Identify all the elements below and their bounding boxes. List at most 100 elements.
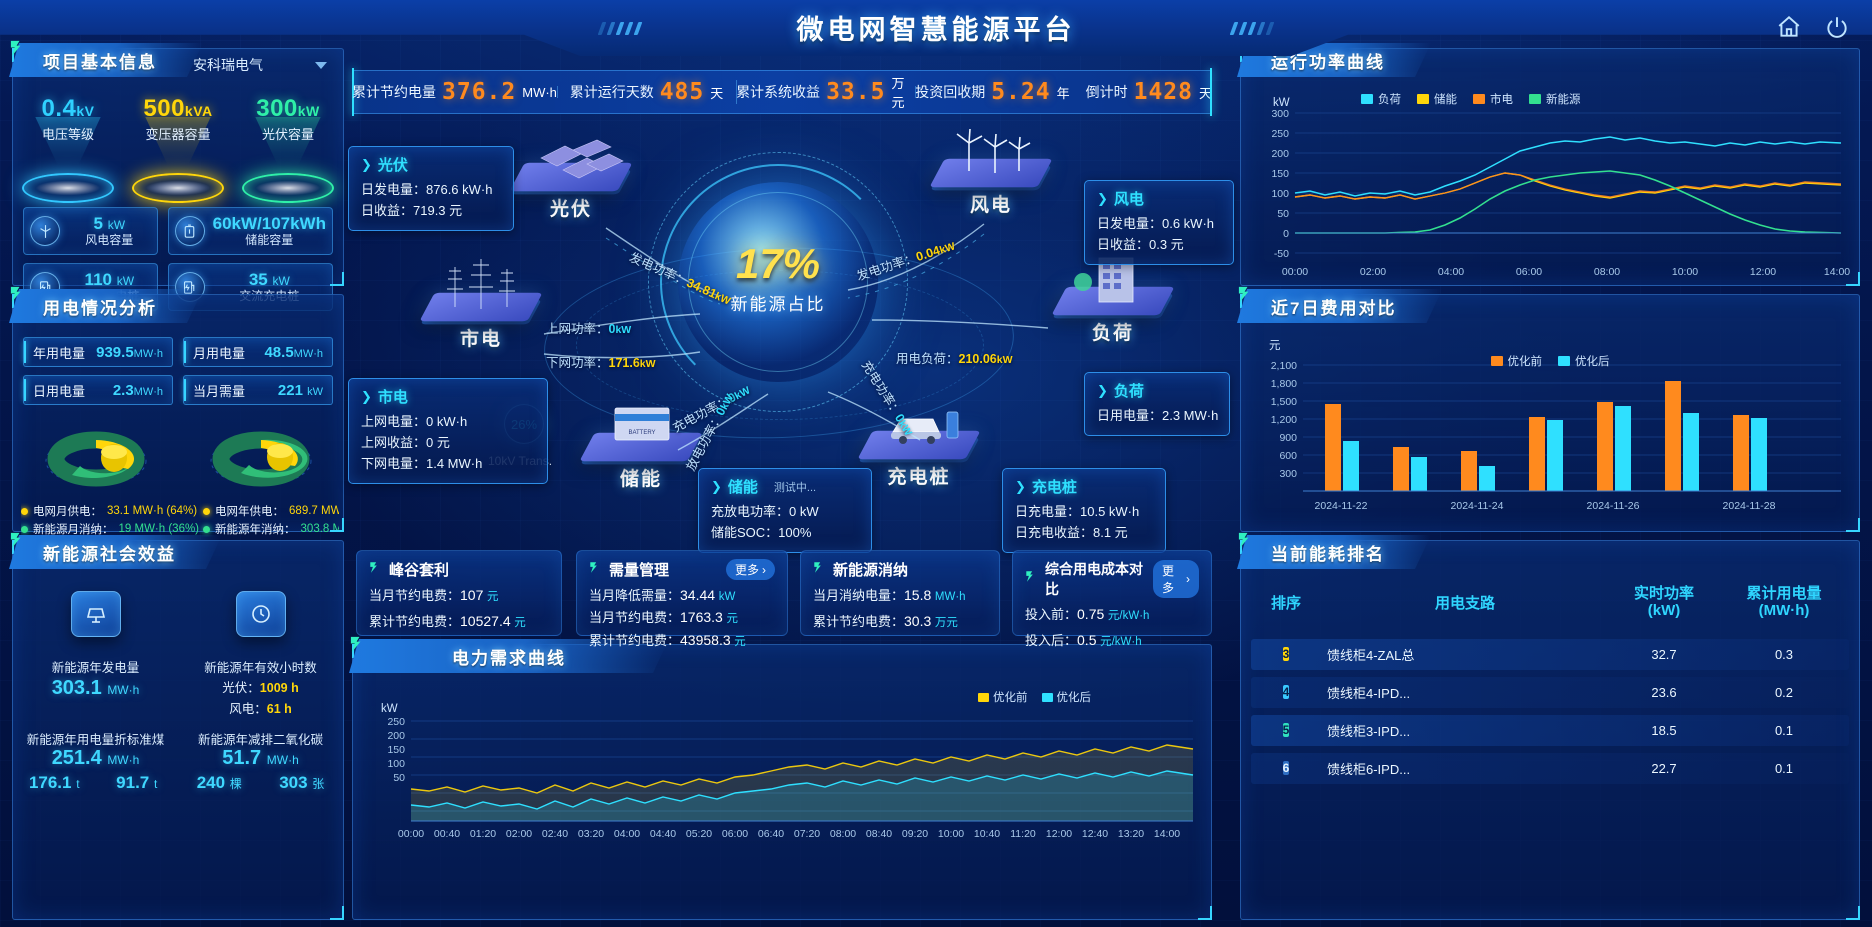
statcard-unit: MW·h: [934, 591, 966, 603]
infobox-grid: ❯ 市电 上网电量：0 kW·h 上网收益：0 元 下网电量：1.4 MW·h: [348, 378, 548, 485]
kpi-unit: 万元: [891, 76, 905, 110]
capacity-unit: kV: [76, 103, 95, 119]
statcard-key: 累计节约电费：: [369, 614, 461, 630]
rank-power: 18.5: [1651, 723, 1677, 738]
rank-col-power: 实时功率 (kW): [1633, 585, 1694, 620]
more-button[interactable]: 更多 ›: [725, 559, 775, 580]
org-selector[interactable]: 安科瑞电气: [183, 51, 333, 79]
svg-text:2,100: 2,100: [1271, 360, 1297, 372]
svg-text:14:00: 14:00: [1154, 828, 1180, 840]
legend-swatch: [978, 692, 989, 702]
more-label: 更多: [1162, 564, 1175, 595]
infobox-row: 充放电功率：0 kW: [711, 504, 819, 519]
statcard-key: 投入前：: [1025, 607, 1078, 622]
minicard-unit: kW: [116, 274, 135, 289]
svg-text:07:20: 07:20: [794, 828, 820, 840]
svg-text:250: 250: [1271, 128, 1289, 140]
svg-text:04:00: 04:00: [614, 828, 640, 840]
flow-node-pv[interactable]: 光伏: [506, 138, 636, 221]
rank-branch-name: 馈线柜3-IPD...: [1327, 724, 1411, 739]
legend-item: 优化前: [978, 689, 1028, 705]
kpi-label: 投资回收期: [915, 84, 986, 100]
home-icon[interactable]: [1776, 14, 1802, 45]
usage-box-day: 日用电量 2.3MW·h: [23, 375, 173, 405]
social-pv-value: 1009 h: [259, 681, 299, 695]
svg-text:06:00: 06:00: [722, 828, 748, 840]
panel-flag-icon: [589, 561, 602, 579]
flow-node-label: 充电桩: [887, 467, 951, 488]
rank-energy: 0.1: [1774, 723, 1794, 738]
svg-text:300: 300: [1279, 468, 1297, 480]
capacity-label: 光伏容量: [261, 127, 314, 142]
flow-node-label: 风电: [969, 195, 1012, 216]
social-value: 251.4: [51, 747, 102, 769]
flow-node-charger[interactable]: 充电桩: [854, 406, 984, 489]
table-row[interactable]: 5 馈线柜3-IPD... 18.5 0.1: [1251, 715, 1849, 746]
svg-text:02:00: 02:00: [506, 828, 532, 840]
panel-power-curve: 运行功率曲线 负荷 储能 市电 新能源 kW 300 250 200 150 100 5…: [1240, 40, 1860, 286]
rank-energy: 0.2: [1774, 685, 1794, 700]
flow-label-export-power: 上网功率：0kW: [546, 318, 631, 337]
table-row[interactable]: 6 馈线柜6-IPD... 22.7 0.1: [1251, 753, 1849, 784]
infobox-row: 日收益：719.3 元: [361, 203, 463, 219]
statcard-key: 当月消纳电量：: [813, 588, 905, 603]
chevron-down-icon: [315, 61, 327, 69]
flow-node-grid[interactable]: 市电: [416, 259, 546, 351]
svg-text:200: 200: [1271, 148, 1289, 160]
legend-dot: [203, 507, 211, 515]
chevron-right-icon: ❯: [1097, 382, 1108, 398]
svg-text:600: 600: [1279, 450, 1297, 462]
svg-text:12:00: 12:00: [1750, 266, 1776, 278]
battery-icon: [174, 216, 205, 246]
usage-unit: MW·h: [133, 385, 163, 398]
infobox-title: 光伏: [377, 157, 408, 174]
minicard-value: 110: [84, 270, 112, 290]
flow-label-value: 210.06: [958, 352, 997, 366]
usage-unit: MW·h: [293, 347, 323, 360]
legend-value: 303.8 MW·h (31%): [300, 523, 339, 535]
demand-curve-chart: 250 200 150 100 50 00:00 00:40 01:20 02:00 02:…: [387, 716, 1194, 840]
flow-node-storage[interactable]: BATTERY 储能: [576, 407, 706, 491]
flow-node-load[interactable]: 负荷: [1048, 257, 1178, 345]
legend-label: 电网年供电：: [215, 506, 285, 518]
legend-swatch: [1361, 94, 1373, 104]
rank-energy: 0.3: [1774, 647, 1794, 662]
kpi-label: 累计运行天数: [569, 84, 654, 100]
statcard-value: 43958.3: [680, 631, 731, 648]
legend-label: 优化后: [1056, 692, 1092, 704]
statcard-value: 34.44: [680, 587, 716, 603]
infobox-pv: ❯ 光伏 日发电量：876.6 kW·h 日收益：719.3 元: [348, 146, 514, 232]
more-button[interactable]: 更多 ›: [1153, 560, 1199, 598]
renewable-percentage-label: 新能源占比: [730, 295, 826, 314]
power-icon[interactable]: [1824, 14, 1850, 45]
panel-title: 当前能耗排名: [1237, 535, 1431, 569]
flow-label-value: 171.6: [608, 356, 640, 370]
social-unit: t: [76, 777, 80, 791]
svg-text:2024-11-24: 2024-11-24: [1451, 500, 1504, 512]
social-label: 新能源年减排二氧化碳: [197, 733, 323, 747]
table-row[interactable]: 3 馈线柜4-ZAL总 32.7 0.3: [1251, 639, 1849, 670]
statcard-demand-management: 需量管理 更多 › 当月降低需量：34.44 kW 当月节约电费：1763.3 元…: [576, 550, 788, 648]
social-unit: t: [153, 777, 158, 791]
svg-text:2024-11-28: 2024-11-28: [1723, 500, 1776, 512]
flow-node-wind[interactable]: 风电: [926, 128, 1056, 217]
statcard-value: 1763.3: [680, 609, 723, 626]
rank-col-branch: 用电支路: [1434, 594, 1495, 612]
legend-label: 优化前: [993, 692, 1028, 704]
panel-social-benefit: 新能源社会效益 新能源年发电量 新能源年有效小时数 303.1 MW·h 光伏：…: [12, 532, 344, 920]
svg-text:10:40: 10:40: [974, 828, 1000, 840]
solar-panel-icon: [70, 591, 121, 637]
capacity-voltage: 0.4kV 电压等级: [13, 95, 123, 205]
svg-text:200: 200: [387, 730, 405, 742]
svg-text:2024-11-26: 2024-11-26: [1587, 500, 1640, 512]
svg-text:05:20: 05:20: [686, 828, 712, 840]
table-row[interactable]: 4 馈线柜4-IPD... 23.6 0.2: [1251, 677, 1849, 708]
rank-badge: 5: [1282, 723, 1290, 737]
legend-item: 市电: [1473, 91, 1513, 107]
statcard-unit: kW: [718, 591, 736, 603]
kpi-item: 累计运行天数 485 天: [556, 79, 736, 105]
legend-item: 优化前: [1490, 353, 1542, 369]
usage-label: 日用电量: [33, 383, 86, 399]
panel-flag-icon: [369, 561, 382, 579]
kpi-value: 5.24: [991, 79, 1051, 105]
